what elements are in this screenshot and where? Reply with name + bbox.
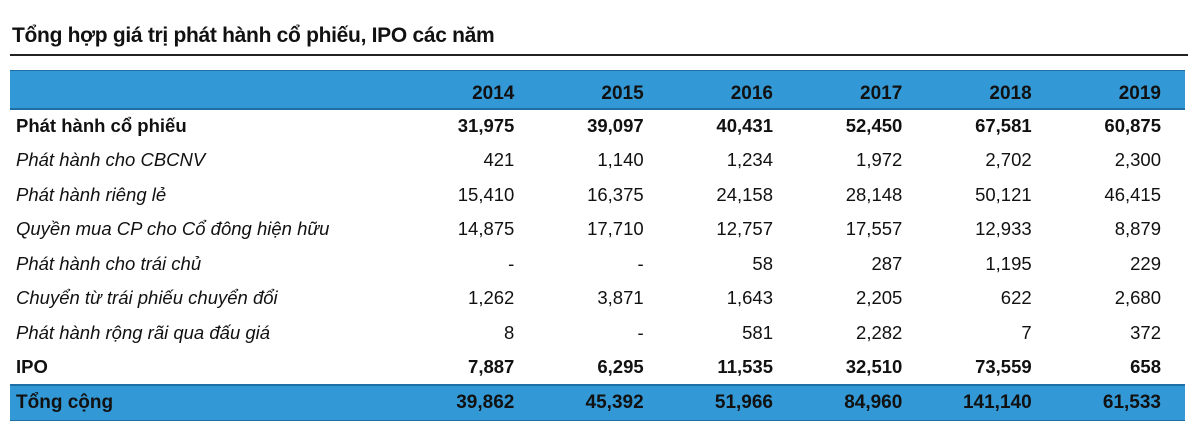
- header-year-2016: 2016: [730, 82, 773, 104]
- table-cell: 31,975: [457, 115, 515, 137]
- table-row-public-auction: Phát hành rộng rãi qua đấu giá 8 - 581 2…: [10, 316, 1185, 351]
- table-cell: 40,431: [716, 115, 773, 137]
- table-cell: 8,879: [1114, 218, 1161, 240]
- table-cell: 2,680: [1114, 287, 1161, 309]
- table-cell: 372: [1130, 321, 1161, 343]
- table-row-ipo: IPO 7,887 6,295 11,535 32,510 73,559 658: [10, 350, 1185, 385]
- table-cell: 60,875: [1104, 115, 1161, 137]
- table-cell: 2,205: [856, 287, 903, 309]
- header-year-2015: 2015: [601, 82, 644, 104]
- table-row-total: Tổng cộng 39,862 45,392 51,966 84,960 14…: [10, 384, 1185, 421]
- row-label: Quyền mua CP cho Cổ đông hiện hữu: [16, 218, 330, 240]
- header-label-cell: [10, 71, 409, 109]
- table-cell: -: [508, 252, 515, 274]
- table-cell: 581: [742, 321, 773, 343]
- table-cell: 39,097: [587, 115, 644, 137]
- total-cell: 84,960: [844, 391, 903, 413]
- table-cell: 58: [752, 252, 773, 274]
- table-cell: 2,702: [985, 149, 1032, 171]
- table-cell: -: [637, 252, 644, 274]
- table-cell: 12,757: [716, 218, 773, 240]
- table-cell: 28,148: [845, 183, 903, 205]
- table-cell: 52,450: [845, 115, 903, 137]
- table-cell: 14,875: [457, 218, 515, 240]
- table-cell: 658: [1130, 355, 1161, 377]
- table-cell: 17,710: [587, 218, 644, 240]
- table-cell: 50,121: [975, 183, 1032, 205]
- table-cell: 1,972: [856, 149, 903, 171]
- issuance-table: 2014 2015 2016 2017 2018 2019 Phát hành …: [10, 70, 1185, 421]
- table-cell: 11,535: [717, 355, 773, 377]
- title-underline: [10, 54, 1188, 56]
- table-cell: 421: [483, 149, 515, 171]
- table-cell: 1,643: [726, 287, 773, 309]
- table-row-rights-offering: Quyền mua CP cho Cổ đông hiện hữu 14,875…: [10, 212, 1185, 247]
- table-cell: 73,559: [975, 355, 1032, 377]
- row-label: Chuyển từ trái phiếu chuyển đổi: [16, 287, 278, 309]
- table-cell: 1,195: [985, 252, 1032, 274]
- total-cell: 39,862: [456, 391, 515, 413]
- table-cell: 622: [1000, 287, 1032, 309]
- table-cell: 46,415: [1104, 183, 1161, 205]
- table-cell: 1,262: [468, 287, 515, 309]
- table-cell: 6,295: [597, 355, 644, 377]
- table-cell: 15,410: [457, 183, 515, 205]
- row-label: Phát hành cổ phiếu: [16, 115, 187, 137]
- table-row-private-placement: Phát hành riêng lẻ 15,410 16,375 24,158 …: [10, 178, 1185, 213]
- header-year-2019: 2019: [1118, 82, 1161, 104]
- table-cell: 24,158: [716, 183, 773, 205]
- table-cell: 16,375: [587, 183, 644, 205]
- table-cell: 17,557: [845, 218, 903, 240]
- row-label: Phát hành cho trái chủ: [16, 252, 202, 274]
- header-year-2014: 2014: [472, 82, 515, 104]
- row-label: IPO: [16, 355, 48, 377]
- table-cell: 1,234: [726, 149, 773, 171]
- header-year-2017: 2017: [860, 82, 903, 104]
- table-cell: 7: [1021, 321, 1032, 343]
- total-cell: 51,966: [714, 391, 773, 413]
- total-cell: 141,140: [962, 391, 1032, 413]
- page-title: Tổng hợp giá trị phát hành cổ phiếu, IPO…: [12, 24, 495, 47]
- total-cell: 45,392: [585, 391, 644, 413]
- table-row-convertible-bonds: Chuyển từ trái phiếu chuyển đổi 1,262 3,…: [10, 281, 1185, 316]
- table-cell: 2,282: [856, 321, 903, 343]
- total-cell: 61,533: [1102, 391, 1161, 413]
- table-cell: 287: [871, 252, 903, 274]
- row-label: Phát hành riêng lẻ: [16, 183, 167, 205]
- row-label: Phát hành cho CBCNV: [16, 149, 206, 171]
- table-row-employee-issuance: Phát hành cho CBCNV 421 1,140 1,234 1,97…: [10, 143, 1185, 178]
- header-year-2018: 2018: [989, 82, 1032, 104]
- row-label: Phát hành rộng rãi qua đấu giá: [16, 321, 271, 343]
- table-cell: 7,887: [468, 355, 515, 377]
- table-cell: 3,871: [597, 287, 644, 309]
- total-label: Tổng cộng: [16, 391, 114, 413]
- table-row-share-issuance: Phát hành cổ phiếu 31,975 39,097 40,431 …: [10, 109, 1185, 144]
- table-cell: 12,933: [975, 218, 1032, 240]
- table-cell: 1,140: [597, 149, 644, 171]
- table-cell: -: [637, 321, 644, 343]
- table-header-row: 2014 2015 2016 2017 2018 2019: [10, 70, 1185, 109]
- table-cell: 2,300: [1114, 149, 1161, 171]
- table-cell: 67,581: [975, 115, 1032, 137]
- table-cell: 229: [1130, 252, 1161, 274]
- table-cell: 32,510: [845, 355, 903, 377]
- table-cell: 8: [504, 321, 515, 343]
- table-row-bondholder-issuance: Phát hành cho trái chủ - - 58 287 1,195 …: [10, 247, 1185, 282]
